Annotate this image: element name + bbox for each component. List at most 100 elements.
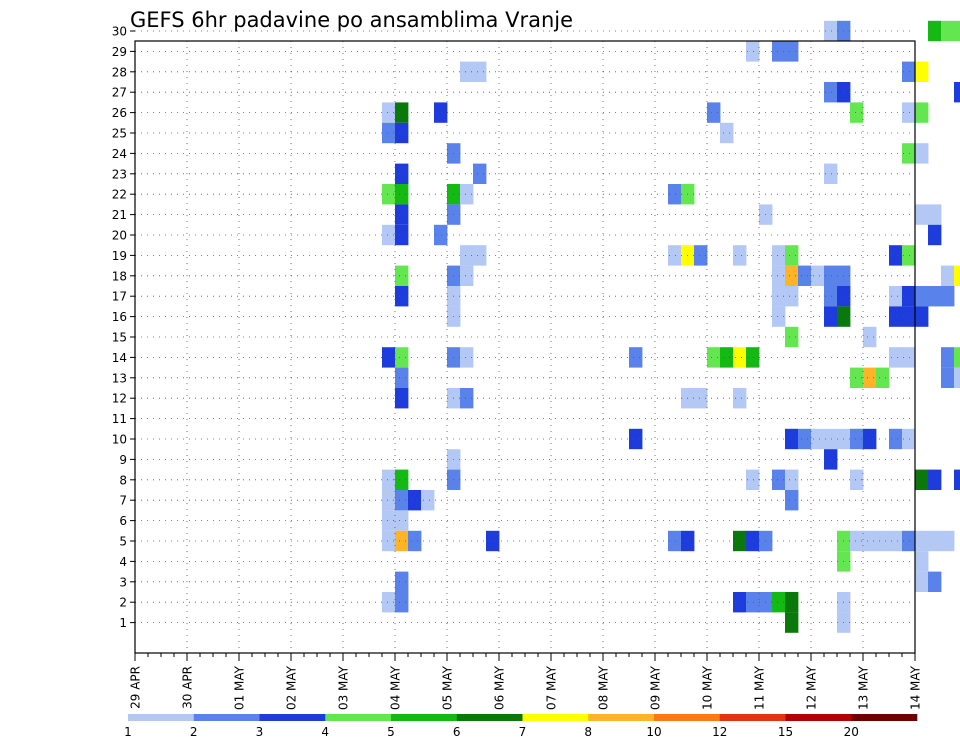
heatmap-cell bbox=[382, 347, 396, 368]
heatmap-cell bbox=[460, 388, 474, 409]
heatmap-cell bbox=[460, 61, 474, 82]
heatmap-cell bbox=[408, 490, 422, 511]
heatmap-cell bbox=[395, 367, 409, 388]
heatmap-cell bbox=[395, 122, 409, 144]
color-legend: 1 2 3 4 5 6 7 8 10 12 15 20 bbox=[124, 714, 918, 739]
heatmap-cell bbox=[785, 469, 799, 490]
legend-label: 2 bbox=[190, 725, 198, 739]
x-tick-label: 02 MAY bbox=[285, 665, 299, 710]
y-tick-label: 30 bbox=[112, 25, 127, 39]
heatmap-cell bbox=[395, 163, 409, 184]
heatmap-cell bbox=[785, 286, 799, 307]
heatmap-cell bbox=[902, 245, 916, 266]
heatmap-cell bbox=[902, 143, 916, 164]
x-tick-label: 04 MAY bbox=[389, 665, 403, 710]
y-tick-label: 17 bbox=[112, 290, 127, 304]
y-tick-label: 13 bbox=[112, 371, 127, 385]
legend-color-swatch bbox=[391, 714, 458, 721]
x-tick-label: 05 MAY bbox=[441, 665, 455, 710]
heatmap-cell bbox=[473, 61, 487, 82]
heatmap-cell bbox=[785, 490, 799, 511]
legend-label: 5 bbox=[387, 725, 395, 739]
heatmap-cell bbox=[772, 306, 786, 327]
heatmap-cell bbox=[889, 286, 903, 307]
heatmap-cell bbox=[915, 102, 929, 123]
heatmap-cell bbox=[902, 306, 916, 327]
heatmap-cell bbox=[694, 245, 708, 266]
heatmap-cell bbox=[798, 428, 812, 450]
heatmap-cell bbox=[928, 469, 942, 490]
heatmap-cell bbox=[395, 469, 409, 490]
y-tick-label: 6 bbox=[119, 514, 127, 528]
heatmap-cell bbox=[694, 388, 708, 409]
heatmap-cell bbox=[629, 428, 643, 450]
heatmap-cell bbox=[954, 20, 960, 42]
heatmap-cell bbox=[707, 347, 721, 368]
heatmap-cell bbox=[395, 347, 409, 368]
heatmap-cell bbox=[395, 184, 409, 205]
heatmap-cell bbox=[954, 367, 960, 388]
heatmap-cell bbox=[720, 122, 734, 144]
x-tick-label: 03 MAY bbox=[337, 665, 351, 710]
heatmap-cells bbox=[382, 20, 960, 633]
heatmap-cell bbox=[915, 551, 929, 572]
x-tick-label: 06 MAY bbox=[493, 665, 507, 710]
heatmap-cell bbox=[824, 449, 838, 470]
grid-lines bbox=[135, 30, 915, 653]
heatmap-cell bbox=[460, 245, 474, 266]
legend-color-swatch bbox=[325, 714, 392, 721]
heatmap-cell bbox=[460, 265, 474, 286]
heatmap-cell bbox=[668, 184, 682, 205]
heatmap-cell bbox=[941, 286, 955, 307]
heatmap-cell bbox=[824, 265, 838, 286]
heatmap-cell bbox=[772, 469, 786, 490]
heatmap-cell bbox=[772, 245, 786, 266]
heatmap-cell bbox=[928, 530, 942, 552]
x-tick-label: 10 MAY bbox=[701, 665, 715, 710]
legend-color-swatch bbox=[785, 714, 852, 721]
heatmap-cell bbox=[395, 286, 409, 307]
heatmap-cell bbox=[746, 530, 760, 552]
heatmap-cell bbox=[434, 224, 448, 246]
heatmap-cell bbox=[915, 61, 929, 82]
heatmap-cell bbox=[915, 204, 929, 225]
y-tick-label: 11 bbox=[112, 412, 127, 426]
heatmap-cell bbox=[954, 469, 960, 490]
y-tick-label: 29 bbox=[112, 45, 127, 59]
heatmap-cell bbox=[395, 224, 409, 246]
heatmap-cell bbox=[889, 530, 903, 552]
legend-color-swatch bbox=[522, 714, 589, 721]
x-tick-label: 11 MAY bbox=[753, 665, 767, 710]
heatmap-cell bbox=[720, 347, 734, 368]
heatmap-cell bbox=[941, 367, 955, 388]
heatmap-cell bbox=[395, 102, 409, 123]
y-tick-label: 28 bbox=[112, 65, 127, 79]
chart-title: GEFS 6hr padavine po ansamblima Vranje bbox=[130, 8, 573, 32]
y-tick-label: 15 bbox=[112, 331, 127, 345]
heatmap-cell bbox=[395, 204, 409, 225]
x-tick-label: 13 MAY bbox=[857, 665, 871, 710]
heatmap-cell bbox=[928, 224, 942, 246]
heatmap-cell bbox=[408, 530, 422, 552]
heatmap-cell bbox=[395, 510, 409, 531]
heatmap-cell bbox=[928, 286, 942, 307]
heatmap-cell bbox=[941, 20, 955, 42]
y-tick-label: 21 bbox=[112, 208, 127, 222]
legend-color-swatch bbox=[851, 714, 918, 721]
legend-label: 6 bbox=[453, 725, 461, 739]
x-tick-label: 29 APR bbox=[129, 666, 143, 709]
y-tick-label: 10 bbox=[112, 433, 127, 447]
legend-color-swatch bbox=[128, 714, 195, 721]
heatmap-cell bbox=[850, 428, 864, 450]
heatmap-cell bbox=[902, 286, 916, 307]
heatmap-cell bbox=[902, 61, 916, 82]
axes: 1234567891011121314151617181920212223242… bbox=[112, 25, 923, 711]
heatmap-cell bbox=[954, 347, 960, 368]
heatmap-cell bbox=[785, 245, 799, 266]
heatmap-cell bbox=[889, 428, 903, 450]
heatmap-cell bbox=[863, 530, 877, 552]
heatmap-cell bbox=[941, 347, 955, 368]
y-tick-label: 25 bbox=[112, 127, 127, 141]
heatmap-cell bbox=[850, 102, 864, 123]
